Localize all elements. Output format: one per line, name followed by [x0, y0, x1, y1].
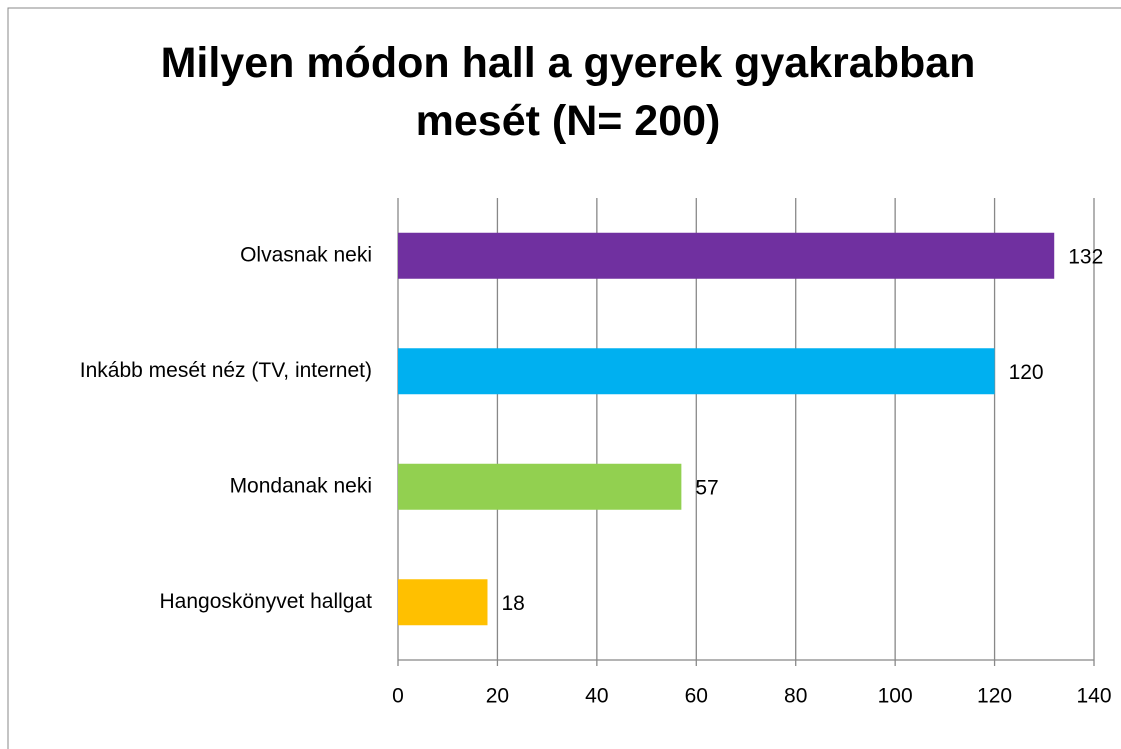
chart-title: Milyen módon hall a gyerek gyakrabban me…	[160, 39, 976, 145]
y-tick-label: Mondanak neki	[230, 474, 372, 497]
x-tick-label: 140	[1076, 685, 1111, 708]
y-tick-label: Olvasnak neki	[240, 243, 372, 266]
value-label: 132	[1068, 245, 1103, 268]
y-tick-label: Inkább mesét néz (TV, internet)	[80, 359, 372, 382]
x-tick-label: 100	[878, 685, 913, 708]
chart-border	[7, 7, 1121, 749]
x-tick-label: 120	[977, 685, 1012, 708]
x-tick-label: 0	[392, 685, 404, 708]
bar	[398, 463, 682, 510]
bar	[398, 579, 488, 626]
x-tick-label: 60	[685, 685, 708, 708]
x-tick-label: 80	[784, 685, 807, 708]
x-tick-label: 40	[585, 685, 608, 708]
bar	[398, 232, 1055, 279]
y-tick-label: Hangoskönyvet hallgat	[160, 590, 373, 613]
value-label: 120	[1009, 361, 1044, 384]
bar	[398, 348, 995, 395]
value-label: 18	[501, 592, 524, 615]
x-tick-label: 20	[486, 685, 509, 708]
value-label: 57	[695, 476, 718, 499]
